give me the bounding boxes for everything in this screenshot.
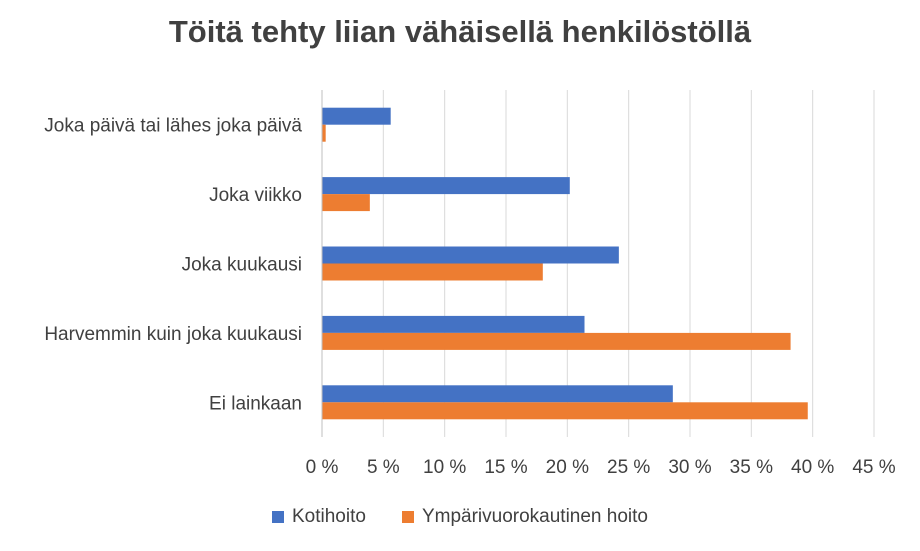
x-tick-label: 45 % xyxy=(852,457,895,478)
bar-kotihoito xyxy=(322,246,619,264)
x-tick-label: 0 % xyxy=(306,457,339,478)
x-tick-label: 15 % xyxy=(484,457,527,478)
legend-swatch xyxy=(272,511,284,523)
legend-item-kotihoito: Kotihoito xyxy=(272,506,366,528)
legend-item-ymparivuorokautinen-hoito: Ympärivuorokautinen hoito xyxy=(401,506,648,528)
x-tick-label: 25 % xyxy=(607,457,650,478)
x-tick-label: 10 % xyxy=(423,457,466,478)
bar-kotihoito xyxy=(322,315,585,333)
legend-swatch xyxy=(401,511,414,523)
bar-ymparivuorokautinen-hoito xyxy=(322,402,808,420)
bar-kotihoito xyxy=(322,107,391,125)
bar-ymparivuorokautinen-hoito xyxy=(322,194,370,212)
x-tick-label: 35 % xyxy=(730,457,773,478)
bar-kotihoito xyxy=(322,177,570,195)
category-label: Joka päivä tai lähes joka päivä xyxy=(44,116,302,137)
x-tick-label: 30 % xyxy=(668,457,711,478)
category-label: Ei lainkaan xyxy=(209,393,302,414)
x-tick-label: 40 % xyxy=(791,457,834,478)
category-label: Joka kuukausi xyxy=(182,255,302,276)
bar-ymparivuorokautinen-hoito xyxy=(322,124,326,142)
chart-title: Töitä tehty liian vähäisellä henkilöstöl… xyxy=(168,14,752,49)
legend-label: Ympärivuorokautinen hoito xyxy=(421,506,648,527)
legend-label: Kotihoito xyxy=(292,506,366,527)
bar-ymparivuorokautinen-hoito xyxy=(322,332,791,350)
legend: Kotihoito Ympärivuorokautinen hoito xyxy=(0,506,920,528)
x-tick-label: 5 % xyxy=(367,457,400,478)
bar-ymparivuorokautinen-hoito xyxy=(322,263,543,281)
x-tick-label: 20 % xyxy=(546,457,589,478)
bar-kotihoito xyxy=(322,385,673,403)
category-label: Joka viikko xyxy=(209,185,302,206)
bars xyxy=(322,107,808,420)
category-label: Harvemmin kuin joka kuukausi xyxy=(44,324,302,345)
labels: 0 % 5 % 10 % 15 % 20 % 25 % 30 % 35 % 40 % 45 % Jo… xyxy=(44,116,895,478)
